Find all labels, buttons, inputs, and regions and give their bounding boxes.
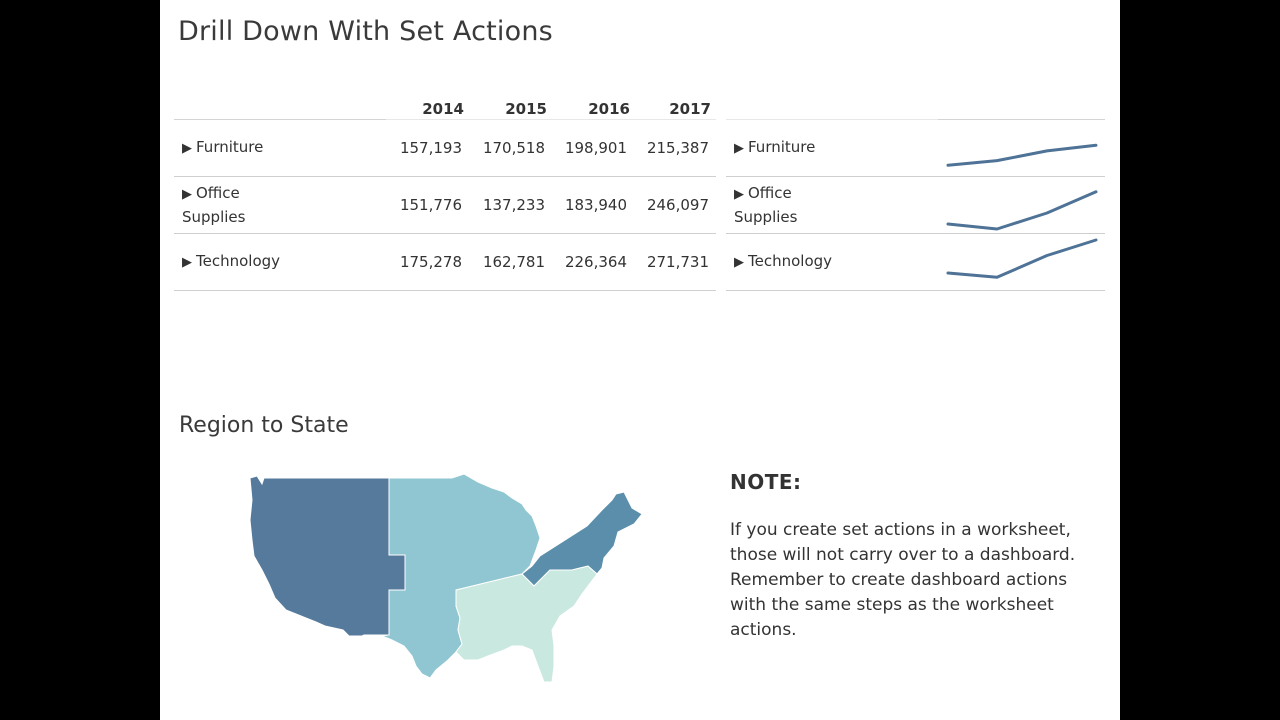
dashboard-canvas: Drill Down With Set Actions 2014 2015 20… <box>160 0 1120 720</box>
map-region-west[interactable] <box>249 475 406 637</box>
table-row[interactable]: ▶ Furniture <box>726 120 1105 177</box>
table-cell[interactable]: 246,097 <box>646 196 709 214</box>
crosstab-header: 2014 2015 2016 2017 <box>174 96 716 120</box>
table-row[interactable]: ▶ Office Supplies <box>726 177 1105 234</box>
expand-arrow-icon[interactable]: ▶ <box>182 141 192 156</box>
table-cell[interactable]: 175,278 <box>399 253 462 271</box>
row-label-office-supplies[interactable]: ▶ Office Supplies <box>734 184 798 226</box>
header-divider <box>938 119 1105 120</box>
table-row[interactable]: ▶ Office Supplies 151,776 137,233 183,940… <box>174 177 716 234</box>
table-cell[interactable]: 198,901 <box>564 139 627 157</box>
expand-arrow-icon[interactable]: ▶ <box>182 187 192 202</box>
table-row[interactable]: ▶ Technology 175,278 162,781 226,364 271,… <box>174 234 716 291</box>
table-cell[interactable]: 226,364 <box>564 253 627 271</box>
table-cell[interactable]: 170,518 <box>482 139 545 157</box>
table-cell[interactable]: 151,776 <box>399 196 462 214</box>
expand-arrow-icon[interactable]: ▶ <box>734 255 744 270</box>
sparkline-line <box>946 143 1098 167</box>
expand-arrow-icon[interactable]: ▶ <box>734 141 744 156</box>
us-region-map <box>249 473 642 683</box>
dashboard-title: Drill Down With Set Actions <box>178 16 553 47</box>
table-cell[interactable]: 137,233 <box>482 196 545 214</box>
sparkline-line <box>946 238 1098 279</box>
table-cell[interactable]: 162,781 <box>482 253 545 271</box>
expand-arrow-icon[interactable]: ▶ <box>734 187 744 202</box>
sparkline-line <box>946 190 1098 231</box>
sparkline-table: ▶ Furniture ▶ Office Supplies ▶ Technology <box>726 96 1105 291</box>
header-divider <box>726 119 938 120</box>
year-header-2017[interactable]: 2017 <box>669 100 711 118</box>
row-label-furniture[interactable]: ▶ Furniture <box>734 138 816 156</box>
row-label-furniture[interactable]: ▶ Furniture <box>182 138 264 156</box>
header-divider <box>174 119 386 120</box>
year-header-2015[interactable]: 2015 <box>505 100 547 118</box>
note-body: If you create set actions in a worksheet… <box>730 520 1076 640</box>
table-row[interactable]: ▶ Technology <box>726 234 1105 291</box>
map-region-south[interactable] <box>455 565 598 683</box>
row-label-technology[interactable]: ▶ Technology <box>734 252 833 270</box>
table-cell[interactable]: 271,731 <box>646 253 709 271</box>
sales-crosstab: 2014 2015 2016 2017 ▶ Furniture 157,193 1… <box>174 96 716 291</box>
year-header-2016[interactable]: 2016 <box>588 100 630 118</box>
map-title: Region to State <box>179 413 349 438</box>
row-label-office-supplies[interactable]: ▶ Office Supplies <box>182 184 246 226</box>
sparkline-furniture[interactable] <box>942 120 1102 176</box>
sparkline-office-supplies[interactable] <box>942 177 1102 233</box>
note-heading: NOTE: <box>730 470 802 494</box>
table-cell[interactable]: 157,193 <box>399 139 462 157</box>
table-cell[interactable]: 215,387 <box>646 139 709 157</box>
header-divider <box>386 119 716 120</box>
expand-arrow-icon[interactable]: ▶ <box>182 255 192 270</box>
table-row[interactable]: ▶ Furniture 157,193 170,518 198,901 215,3… <box>174 120 716 177</box>
year-header-2014[interactable]: 2014 <box>422 100 464 118</box>
sparkline-technology[interactable] <box>942 234 1102 290</box>
row-label-technology[interactable]: ▶ Technology <box>182 252 281 270</box>
table-cell[interactable]: 183,940 <box>564 196 627 214</box>
